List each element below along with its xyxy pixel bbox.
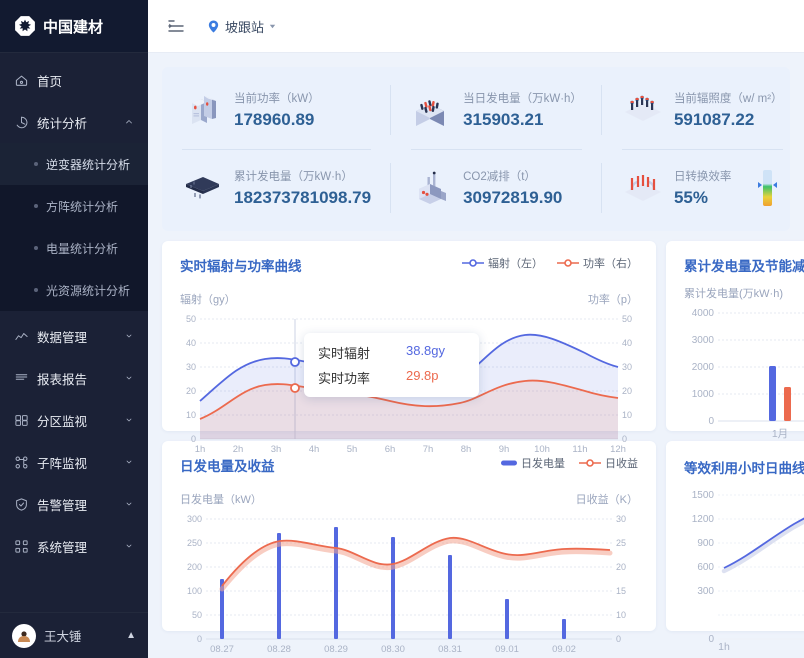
svg-text:900: 900 (697, 538, 714, 549)
svg-text:0: 0 (708, 416, 714, 427)
svg-text:12h: 12h (610, 444, 626, 455)
svg-text:25: 25 (616, 538, 626, 548)
svg-text:30: 30 (622, 362, 632, 372)
svg-text:0: 0 (191, 434, 196, 444)
svg-text:10: 10 (186, 410, 196, 420)
svg-text:08.28: 08.28 (267, 644, 291, 655)
svg-text:10: 10 (616, 610, 626, 620)
svg-text:40: 40 (622, 338, 632, 348)
svg-text:10: 10 (622, 410, 632, 420)
svg-text:50: 50 (186, 314, 196, 324)
svg-text:09.02: 09.02 (552, 644, 576, 655)
svg-text:9h: 9h (499, 444, 510, 455)
svg-text:1200: 1200 (692, 514, 715, 525)
svg-text:0: 0 (708, 634, 714, 645)
svg-text:3h: 3h (271, 444, 282, 455)
svg-text:11h: 11h (572, 444, 587, 455)
svg-text:20: 20 (622, 386, 632, 396)
svg-text:7h: 7h (423, 444, 434, 455)
svg-text:300: 300 (697, 586, 714, 597)
svg-text:200: 200 (187, 562, 202, 572)
svg-text:20: 20 (616, 562, 626, 572)
svg-text:1月: 1月 (772, 428, 788, 440)
svg-text:30: 30 (616, 514, 626, 524)
svg-text:08.29: 08.29 (324, 644, 348, 655)
svg-text:50: 50 (622, 314, 632, 324)
svg-text:0: 0 (622, 434, 627, 444)
svg-text:4h: 4h (309, 444, 320, 455)
svg-text:2000: 2000 (692, 362, 715, 373)
svg-text:3000: 3000 (692, 335, 715, 346)
svg-text:30: 30 (186, 362, 196, 372)
svg-text:50: 50 (192, 610, 202, 620)
svg-text:5h: 5h (347, 444, 358, 455)
svg-text:1h: 1h (195, 444, 206, 455)
svg-text:0: 0 (197, 634, 202, 644)
svg-text:40: 40 (186, 338, 196, 348)
svg-text:100: 100 (187, 586, 202, 596)
svg-text:4000: 4000 (692, 308, 715, 319)
svg-text:08.30: 08.30 (381, 644, 405, 655)
svg-text:08.31: 08.31 (438, 644, 462, 655)
svg-text:2h: 2h (233, 444, 244, 455)
svg-text:1000: 1000 (692, 389, 715, 400)
svg-text:10h: 10h (534, 444, 550, 455)
svg-text:20: 20 (186, 386, 196, 396)
svg-text:1h: 1h (718, 641, 730, 652)
svg-text:08.27: 08.27 (210, 644, 234, 655)
svg-text:1500: 1500 (692, 490, 715, 501)
svg-text:250: 250 (187, 538, 202, 548)
svg-text:0: 0 (616, 634, 621, 644)
svg-text:8h: 8h (461, 444, 472, 455)
svg-text:6h: 6h (385, 444, 396, 455)
svg-text:15: 15 (616, 586, 626, 596)
svg-text:300: 300 (187, 514, 202, 524)
svg-text:09.01: 09.01 (495, 644, 519, 655)
svg-text:600: 600 (697, 562, 714, 573)
